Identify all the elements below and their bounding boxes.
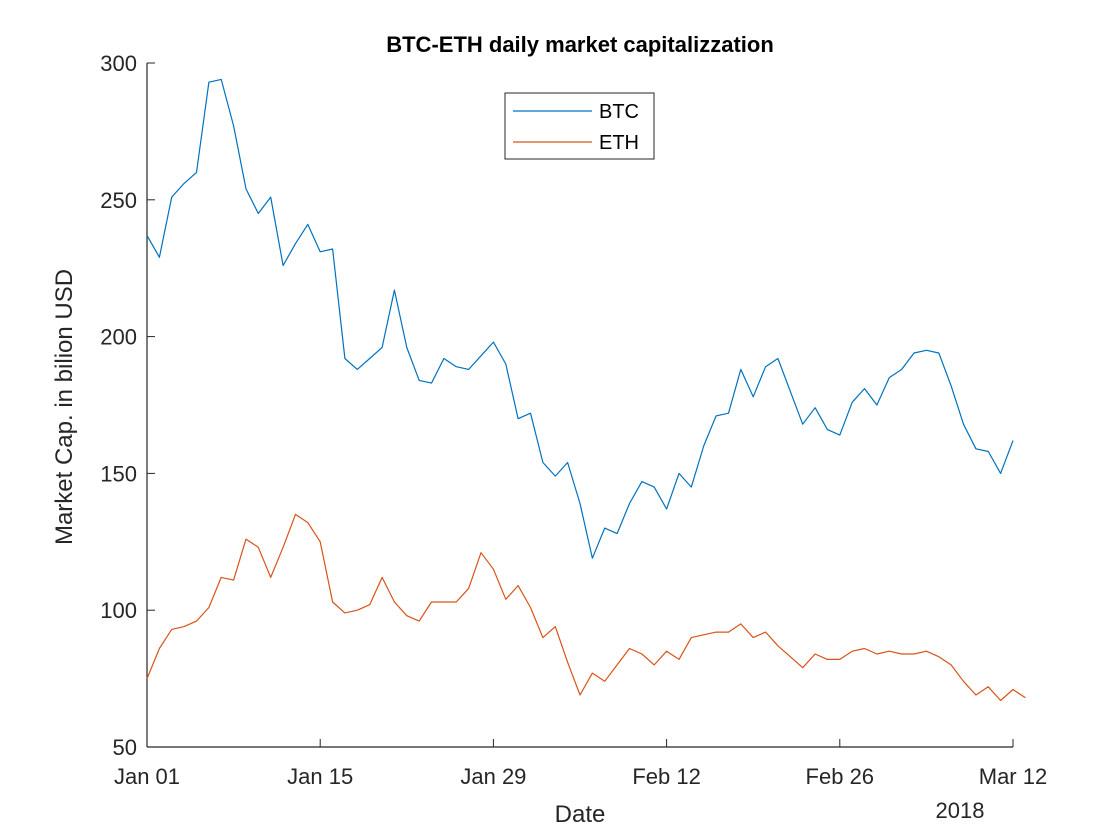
y-tick-label: 100 bbox=[100, 598, 137, 623]
y-tick-label: 50 bbox=[113, 735, 137, 760]
legend-box bbox=[504, 92, 655, 160]
y-tick-label: 150 bbox=[100, 461, 137, 486]
plot-area bbox=[146, 63, 1013, 748]
y-tick-label: 250 bbox=[100, 188, 137, 213]
x-tick-label: Mar 12 bbox=[979, 764, 1047, 789]
series-line-btc bbox=[146, 78, 1014, 559]
y-tick-label: 300 bbox=[100, 51, 137, 76]
x-axis-label: Date bbox=[555, 801, 606, 828]
legend-entry-btc: BTC bbox=[599, 101, 639, 123]
x-axis-ticks: Jan 01 Jan 15 Jan 29 Feb 12 Feb 26 Mar 12 bbox=[114, 739, 1047, 789]
x-axis-year-label: 2018 bbox=[936, 798, 985, 823]
chart-title: BTC-ETH daily market capitalizzation bbox=[386, 32, 774, 57]
legend: BTC ETH bbox=[504, 92, 655, 160]
y-tick-label: 200 bbox=[100, 325, 137, 350]
series-layer bbox=[146, 78, 1026, 702]
x-tick-label: Jan 01 bbox=[114, 764, 180, 789]
y-axis-label: Market Cap. in bilion USD bbox=[51, 269, 78, 545]
x-tick-label: Feb 26 bbox=[806, 764, 875, 789]
x-tick-label: Feb 12 bbox=[632, 764, 701, 789]
x-tick-label: Jan 29 bbox=[460, 764, 526, 789]
series-line-eth bbox=[146, 513, 1026, 702]
y-axis-ticks: 50 100 150 200 250 300 bbox=[100, 51, 155, 760]
x-tick-label: Jan 15 bbox=[287, 764, 353, 789]
legend-entry-eth: ETH bbox=[599, 132, 639, 154]
